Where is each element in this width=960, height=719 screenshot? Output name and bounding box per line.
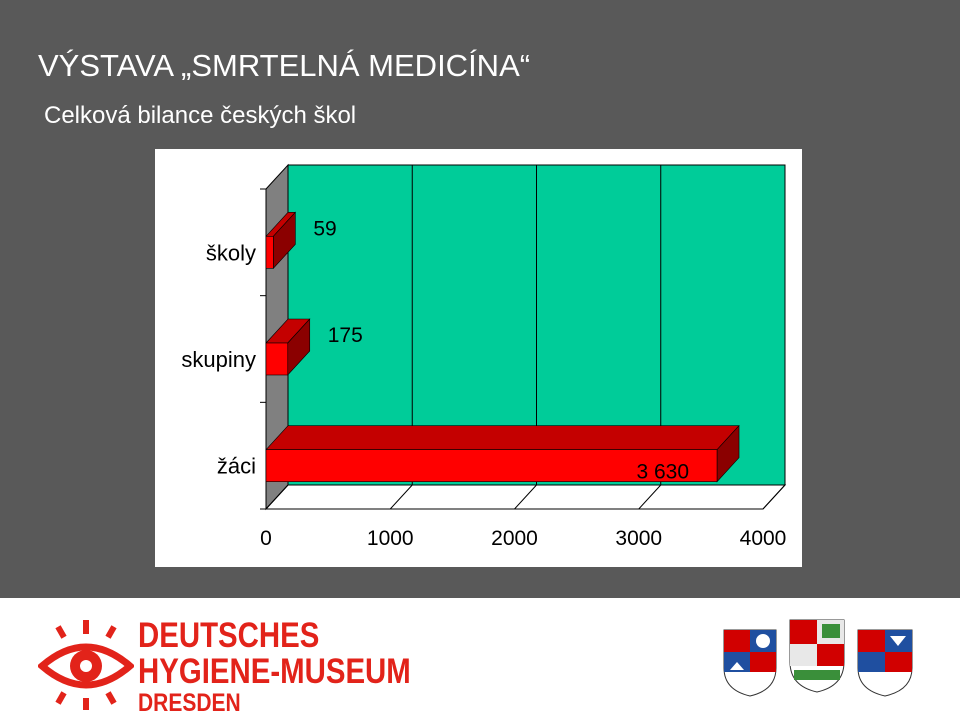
floor-grid-line	[638, 484, 662, 510]
coat-of-arms-icon	[789, 619, 845, 693]
data-label: 3 630	[636, 461, 689, 484]
coat-of-arms-icon	[857, 629, 913, 697]
data-label: 59	[313, 217, 336, 240]
chart-svg: školy 59 skupiny 175 žáci 3 630 0 1000 2000 3000…	[181, 163, 787, 550]
coat-of-arms-icon	[723, 629, 777, 697]
slide-subtitle: Celková bilance českých škol	[44, 102, 357, 129]
x-tick-label: 2000	[491, 527, 538, 550]
logo-line-3: DRESDEN	[138, 689, 241, 717]
bar	[265, 236, 274, 269]
floor-grid-line	[389, 484, 413, 510]
bar	[265, 342, 289, 376]
eye-logo-icon	[38, 620, 134, 710]
category-label: školy	[206, 240, 256, 265]
logo-line-1: DEUTSCHES	[138, 616, 320, 655]
bar	[265, 449, 718, 482]
crests-svg	[723, 619, 913, 697]
bar-top	[265, 425, 740, 450]
category-label: skupiny	[181, 347, 256, 372]
floor-grid-line	[762, 484, 786, 510]
floor-grid-line	[514, 484, 537, 510]
x-tick-label: 0	[260, 527, 272, 550]
data-label: 175	[328, 324, 363, 347]
category-label: žáci	[217, 454, 256, 479]
slide-title: VÝSTAVA „SMRTELNÁ MEDICÍNA“	[38, 48, 531, 83]
bar-chart: školy 59 skupiny 175 žáci 3 630 0 1000 2000 3000…	[155, 149, 802, 567]
slide-background: VÝSTAVA „SMRTELNÁ MEDICÍNA“ Celková bila…	[0, 0, 960, 598]
x-tick-label: 3000	[615, 527, 662, 550]
logo-line-2: HYGIENE-MUSEUM	[138, 652, 411, 691]
regional-crests	[722, 618, 917, 698]
x-tick-label: 1000	[367, 527, 414, 550]
museum-logo: DEUTSCHES HYGIENE-MUSEUM DRESDEN	[38, 616, 438, 716]
floor-grid-line	[265, 484, 289, 510]
x-tick-label: 4000	[740, 527, 787, 550]
